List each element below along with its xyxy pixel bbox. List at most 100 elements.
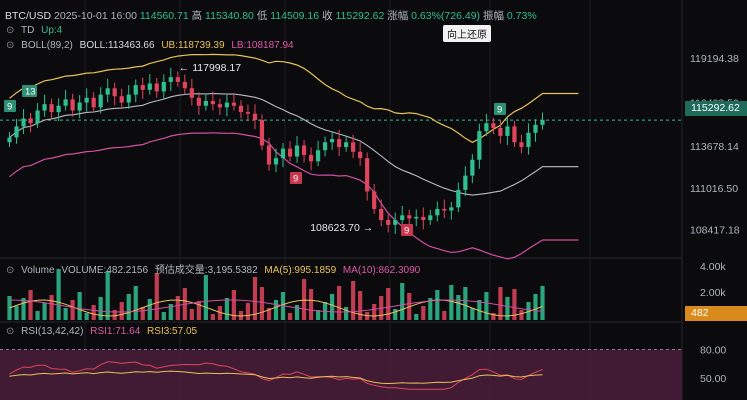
volume-bar [28,290,33,320]
candle-body [470,159,475,176]
td-badge [4,100,16,112]
volume-bar [210,314,215,320]
volume-bar [49,295,54,320]
td-label: TD [21,25,35,36]
candle-body [407,215,412,219]
volume-bar [196,301,201,320]
volume-bar [308,289,314,320]
volume-bar [245,303,251,320]
candle-body [393,220,398,225]
candle-body [112,88,117,97]
volume-bar [217,306,222,320]
volume-bar [372,304,377,320]
td-badge-label: 9 [404,226,409,237]
change-label: 涨幅 [387,10,409,22]
volume-bar [70,300,75,320]
candle-body [491,123,496,128]
volume-bar [266,308,272,320]
candle-body [498,127,503,136]
volume-bar [386,288,391,320]
candle-body [379,208,384,221]
candle-body [91,97,96,108]
volume-bar [42,303,47,320]
candle-body [365,158,370,192]
volume-last-tag: 482 [685,306,747,321]
volume-bar [301,279,307,320]
candle-body [259,120,265,146]
candle-body [161,81,166,92]
change-value: 0.63%(726.49) [411,10,481,22]
candle-body [77,102,82,111]
candle-body [386,220,391,225]
volume-bar [484,292,489,320]
upper-band-line [9,53,579,144]
boll-indicator-row[interactable]: ⊙ BOLL(89,2) BOLL:113463.66 UB:118739.39… [6,40,298,51]
candle-body [273,158,279,165]
candle-body [414,216,419,219]
td-badge [401,224,413,236]
td-badge [22,85,37,97]
candle-body [175,77,180,82]
candle-body [449,207,454,211]
volume-bar [315,310,321,320]
candle-body [21,118,26,127]
volume-bar [203,275,208,320]
rsi-panel [0,349,682,400]
volume-bar [393,309,398,320]
td-badge-label: 9 [293,174,298,185]
td-indicator-row[interactable]: ⊙ TD Up:4 [6,25,66,36]
volume-bar [344,307,349,320]
volume-tick-label: 4.00k [700,261,726,273]
candle-body [526,132,531,148]
rsi-zone [0,349,682,400]
rsi-label: RSI(13,42,42) [21,326,84,337]
price-tick-label: 108417.18 [690,224,740,236]
volume-bar [287,313,293,320]
candle-body [196,97,201,106]
td-value: Up:4 [41,25,63,36]
volume-bar [119,302,124,320]
candle-body [210,100,215,105]
volume-bar [526,302,531,320]
boll-label: BOLL(89,2) [21,40,73,51]
candle-body [400,215,405,221]
volume-bar [491,313,496,320]
candle-body [70,99,75,111]
volume-bar [21,298,26,320]
candle-body [245,112,251,114]
candle-body [477,131,482,160]
volume-ma10: MA(10):862.3090 [342,265,421,276]
candle-body [358,151,363,159]
candle-body [126,94,131,103]
volume-label: Volume [21,265,55,276]
rsi-indicator-row[interactable]: ⊙ RSI(13,42,42) RSI1:71.64 RSI3:57.05 [6,326,201,337]
candle-body [7,137,12,143]
low-label: 低 [256,10,268,22]
candle-body [330,139,335,143]
volume-bar [400,283,405,320]
volume-bar [112,310,117,320]
candle-body [533,124,538,133]
volume-bar [126,294,131,320]
volume-bar [175,296,180,320]
candle-body [224,102,230,108]
lock-icon: ⊙ [6,40,15,51]
symbol: BTC/USD [5,10,52,22]
rsi-tick-label: 80.00 [700,344,726,356]
candle-body [105,88,110,95]
lock-icon: ⊙ [6,326,15,337]
volume-bar [330,294,335,320]
volume-tick-label: 2.00k [700,287,726,299]
td-badge [290,172,302,184]
volume-bar [435,290,440,320]
rsi3-value: RSI3:57.05 [147,326,198,337]
candles [7,67,545,234]
rsi3-line [9,370,543,385]
volume-indicator-row[interactable]: ⊙ Volume VOLUME:482.2156 预估成交量:3,195.538… [6,261,424,276]
candle-body [484,123,489,132]
candle-body [84,97,89,103]
candle-body [280,148,286,159]
candle-body [203,100,208,106]
restore-button[interactable]: 向上还原 [443,25,491,42]
